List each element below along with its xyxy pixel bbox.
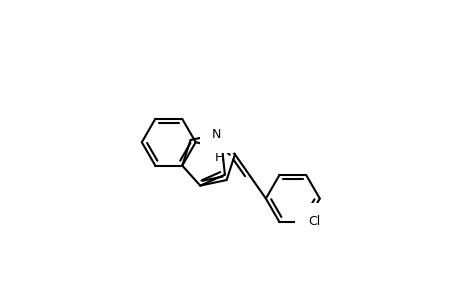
Text: Cl: Cl [307,215,319,228]
Text: N: N [215,142,224,155]
Text: N: N [212,128,221,141]
Text: H: H [215,152,224,164]
